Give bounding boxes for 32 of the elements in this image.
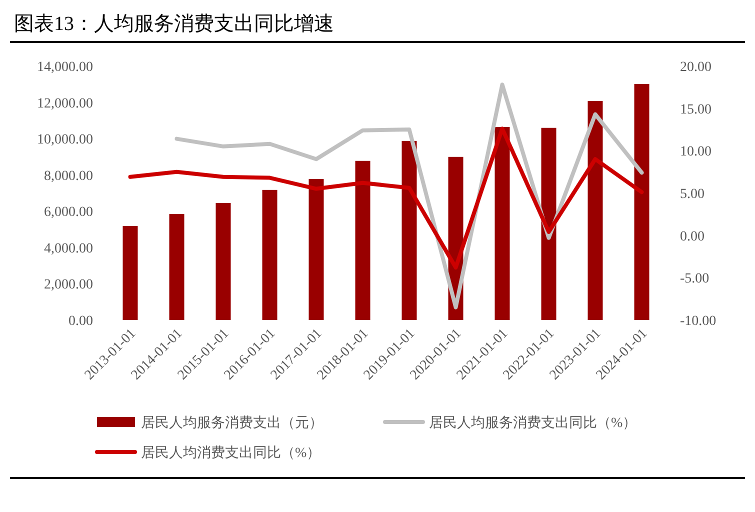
y-tick-label: 8,000.00 (44, 168, 93, 184)
bar (262, 190, 278, 320)
bar (355, 160, 370, 320)
y-tick-label: 14,000.00 (37, 60, 93, 75)
y-tick-label: 4,000.00 (44, 241, 93, 256)
y-tick-label: 0.00 (68, 314, 93, 329)
y-tick-label: 6,000.00 (44, 205, 93, 220)
bar (494, 126, 510, 320)
bar (541, 128, 556, 320)
bar (402, 140, 417, 320)
line-series (174, 82, 644, 310)
title: 图表13：人均服务消费支出同比增速 (14, 13, 334, 35)
line-series (128, 126, 644, 270)
y2-tick-label: -5.00 (680, 272, 710, 287)
y-tick-label: 10,000.00 (37, 132, 93, 148)
legend-label: 居民人均服务消费支出（元） (141, 415, 323, 431)
legend-label: 居民人均消费支出同比（%） (141, 445, 321, 461)
y-tick-label: 12,000.00 (37, 96, 93, 112)
y2-tick-label: 10.00 (680, 144, 712, 160)
bar (169, 214, 184, 320)
y2-tick-label: 5.00 (680, 187, 704, 202)
y-tick-label: 2,000.00 (44, 278, 93, 293)
bar (216, 202, 231, 320)
bar (634, 84, 650, 320)
y2-tick-label: -10.00 (680, 314, 716, 329)
y2-tick-label: 15.00 (680, 102, 712, 118)
y2-tick-label: 20.00 (680, 60, 712, 75)
bar (122, 226, 138, 320)
bar (308, 179, 324, 320)
bar (588, 101, 603, 320)
legend-label: 居民人均服务消费支出同比（%） (429, 415, 637, 431)
y2-tick-label: 0.00 (680, 229, 704, 244)
